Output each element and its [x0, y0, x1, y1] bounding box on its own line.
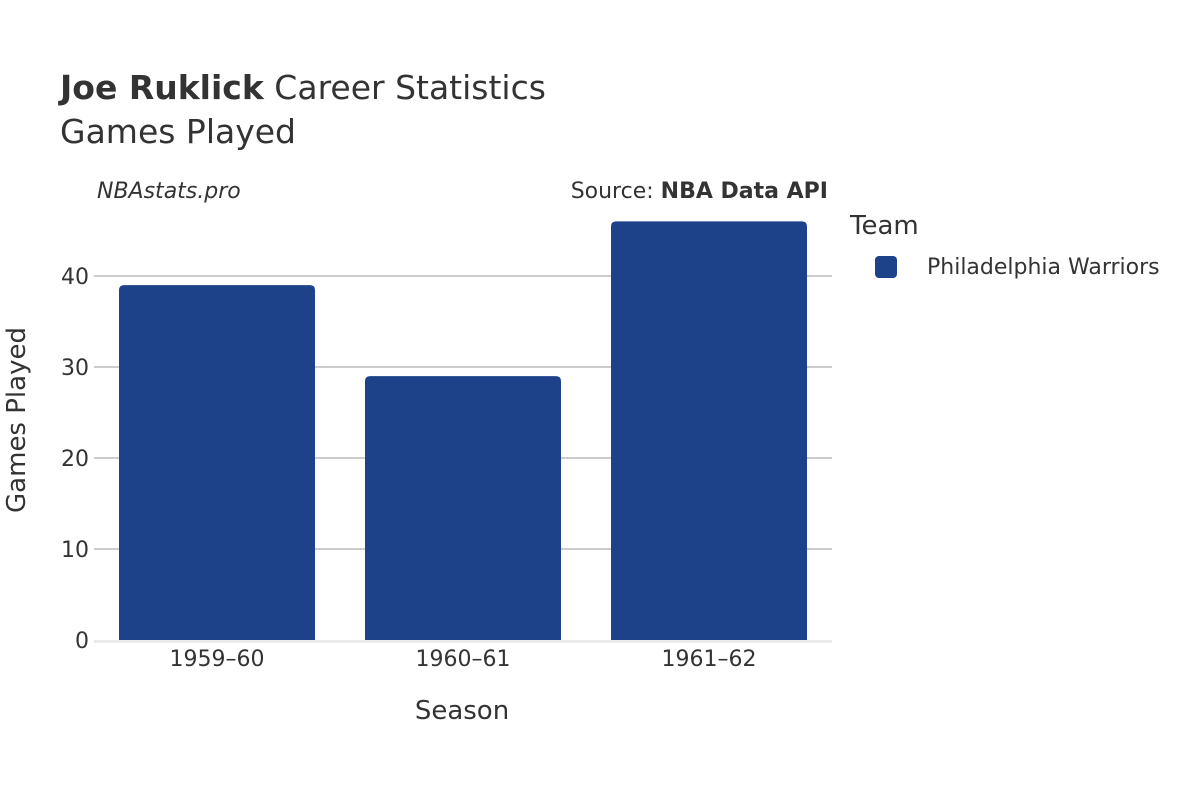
- x-tick-labels: 1959–60 1960–61 1961–62: [170, 647, 757, 672]
- legend-label: Philadelphia Warriors: [927, 254, 1160, 280]
- source-name: NBA Data API: [660, 179, 828, 204]
- player-name: Joe Ruklick: [60, 68, 264, 107]
- x-tick-label: 1959–60: [170, 647, 265, 672]
- bar-1960–61[interactable]: [365, 376, 561, 640]
- bar-1959–60[interactable]: [119, 285, 315, 640]
- x-tick-label: 1961–62: [662, 647, 757, 672]
- bar-1961–62[interactable]: [611, 221, 807, 640]
- y-tick-label: 30: [61, 356, 89, 381]
- y-tick-label: 40: [61, 265, 89, 290]
- legend-item-philadelphia-warriors[interactable]: Philadelphia Warriors: [875, 253, 1160, 281]
- source-credit: Source: NBA Data API: [571, 178, 828, 206]
- y-tick-label: 10: [61, 538, 89, 563]
- legend-title: Team: [850, 211, 919, 241]
- y-tick-label: 20: [61, 447, 89, 472]
- chart-subtitle: Games Played: [60, 112, 296, 151]
- x-axis-label: Season: [414, 696, 510, 726]
- title-suffix: Career Statistics: [263, 68, 546, 107]
- legend-swatch: [875, 256, 897, 278]
- y-tick-label: 0: [75, 629, 89, 654]
- source-prefix: Source:: [570, 179, 661, 204]
- site-credit: NBAstats.pro: [97, 179, 241, 204]
- y-tick-labels: 0 10 20 30 40: [61, 265, 89, 654]
- y-axis-label: Games Played: [2, 327, 32, 513]
- chart-title: Joe Ruklick Career Statistics: [60, 68, 546, 108]
- x-tick-label: 1960–61: [416, 647, 511, 672]
- bars: [119, 221, 807, 640]
